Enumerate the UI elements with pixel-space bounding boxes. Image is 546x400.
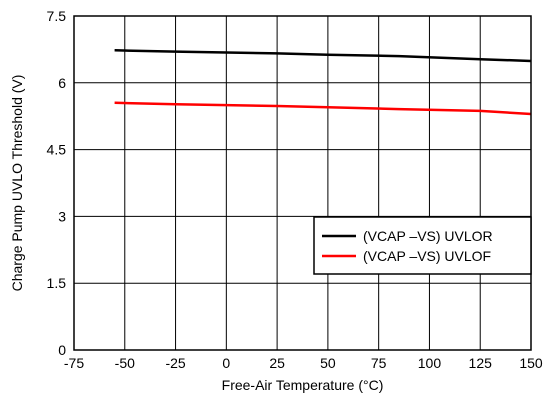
y-tick-label: 4.5	[47, 142, 67, 158]
legend: (VCAP –VS) UVLOR (VCAP –VS) UVLOF	[313, 216, 532, 275]
x-tick-label: 100	[418, 355, 442, 371]
y-tick-label: 3	[58, 208, 66, 224]
y-tick-label: 7.5	[47, 8, 67, 24]
y-tick-labels: 0 1.5 3 4.5 6 7.5	[47, 8, 67, 358]
x-tick-label: 0	[222, 355, 230, 371]
legend-label-uvlor: (VCAP –VS) UVLOR	[363, 228, 493, 244]
x-tick-label: -75	[64, 355, 84, 371]
x-tick-label: 125	[469, 355, 493, 371]
x-tick-label: 25	[269, 355, 285, 371]
y-tick-label: 0	[58, 342, 66, 358]
plot-frame	[73, 15, 532, 351]
x-axis-title: Free-Air Temperature (°C)	[222, 377, 384, 393]
x-tick-label: -25	[165, 355, 185, 371]
series-line-1	[114, 101, 532, 116]
y-tick-label: 6	[58, 75, 66, 91]
y-tick-label: 1.5	[47, 275, 67, 291]
legend-box	[313, 216, 532, 275]
x-tick-label: 150	[519, 355, 543, 371]
x-tick-label: 50	[320, 355, 336, 371]
y-axis-title: Charge Pump UVLO Threshold (V)	[9, 75, 25, 292]
series-lines	[114, 49, 532, 116]
x-tick-label: -50	[115, 355, 135, 371]
grid	[74, 16, 531, 350]
series-line-0	[114, 49, 532, 63]
x-tick-label: 75	[371, 355, 387, 371]
legend-label-uvlof: (VCAP –VS) UVLOF	[363, 248, 491, 264]
x-tick-labels: -75 -50 -25 0 25 50 75 100 125 150	[64, 355, 543, 371]
